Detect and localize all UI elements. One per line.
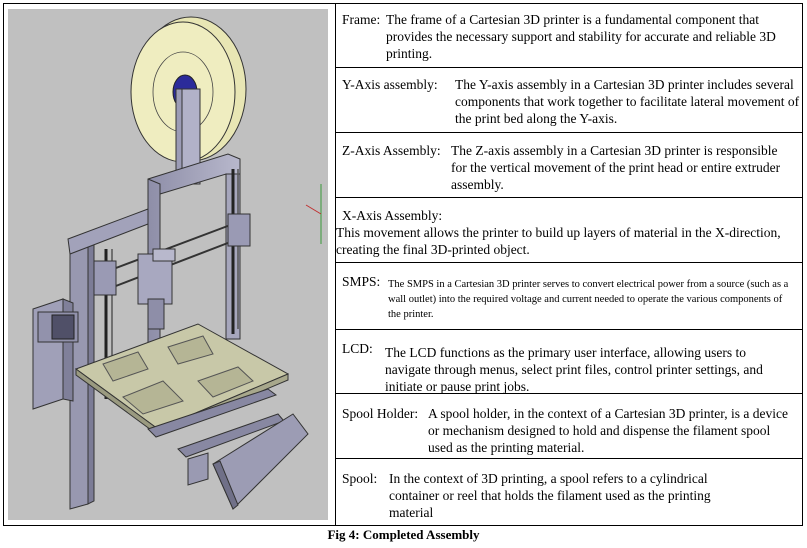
figure-table: Frame: The frame of a Cartesian 3D print…: [3, 3, 803, 526]
row-x-axis: X-Axis Assembly: This movement allows th…: [336, 198, 802, 263]
component-descriptions: Frame: The frame of a Cartesian 3D print…: [336, 4, 802, 525]
row-spool-holder: Spool Holder: A spool holder, in the con…: [336, 394, 802, 459]
term-label: Spool Holder:: [342, 406, 419, 421]
description-text: The LCD functions as the primary user in…: [385, 345, 763, 394]
description-text: In the context of 3D printing, a spool r…: [389, 471, 711, 520]
term-label: Z-Axis Assembly:: [342, 143, 441, 158]
cad-image-cell: [4, 4, 336, 525]
term-label: LCD:: [342, 341, 373, 356]
row-y-axis: Y-Axis assembly: The Y-axis assembly in …: [336, 68, 802, 133]
printer-assembly-drawing: [32, 16, 322, 510]
x-axis-drawing: [93, 213, 251, 330]
smps-drawing: [32, 298, 79, 410]
frame-drawing: [67, 153, 241, 510]
term-label: X-Axis Assembly:: [342, 208, 443, 223]
row-spool: Spool: In the context of 3D printing, a …: [336, 459, 802, 525]
description-text: The SMPS in a Cartesian 3D printer serve…: [388, 279, 789, 320]
cad-viewport: [8, 9, 328, 520]
term-label: Spool:: [342, 471, 378, 486]
y-axis-drawing: [74, 323, 290, 486]
lcd-drawing: [212, 413, 309, 510]
description-text: The Y-axis assembly in a Cartesian 3D pr…: [455, 77, 800, 126]
spool-holder-drawing: [175, 88, 201, 185]
row-frame: Frame: The frame of a Cartesian 3D print…: [336, 4, 802, 68]
description-text: This movement allows the printer to buil…: [336, 225, 781, 257]
term-label: Y-Axis assembly:: [342, 77, 438, 92]
term-label: SMPS:: [342, 274, 381, 289]
row-smps: SMPS: The SMPS in a Cartesian 3D printer…: [336, 263, 802, 330]
term-label: Frame:: [342, 12, 381, 27]
description-text: The frame of a Cartesian 3D printer is a…: [386, 12, 776, 61]
ucs-axis-icon: [305, 184, 322, 244]
row-z-axis: Z-Axis Assembly: The Z-axis assembly in …: [336, 133, 802, 198]
figure-caption: Fig 4: Completed Assembly: [327, 527, 480, 542]
description-text: A spool holder, in the context of a Cart…: [428, 406, 788, 455]
description-text: The Z-axis assembly in a Cartesian 3D pr…: [451, 143, 781, 192]
row-lcd: LCD: The LCD functions as the primary us…: [336, 330, 802, 394]
